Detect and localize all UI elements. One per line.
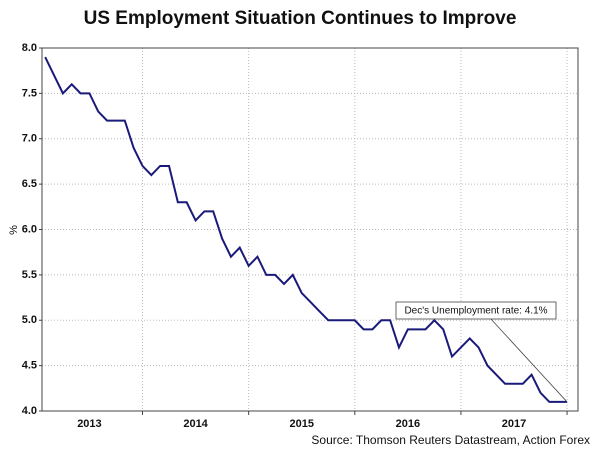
y-axis-label: % (8, 225, 20, 235)
x-tick-label: 2013 (77, 418, 101, 430)
x-tick-label: 2015 (289, 418, 313, 430)
x-tick-label: 2014 (183, 418, 208, 430)
data-line (44, 56, 568, 403)
y-tick-label: 4.5 (22, 360, 37, 372)
y-tick-label: 4.0 (22, 405, 37, 417)
y-tick-label: 6.0 (22, 223, 37, 235)
annotation-box (395, 301, 557, 320)
y-tick-label: 7.5 (22, 87, 37, 99)
annotation-text: Dec's Unemployment rate: 4.1% (404, 306, 547, 317)
annotation-pointer (489, 317, 568, 403)
x-tick-label: 2016 (396, 418, 420, 430)
y-tick-label: 8.0 (22, 42, 37, 54)
chart-title: US Employment Situation Continues to Imp… (84, 8, 517, 29)
y-tick-label: 6.5 (22, 178, 37, 190)
y-tick-label: 5.0 (22, 314, 37, 326)
source: Source: Thomson Reuters Datastream, Acti… (311, 433, 590, 447)
y-tick-label: 7.0 (22, 133, 37, 145)
y-tick-label: 5.5 (22, 269, 37, 281)
plot-frame (41, 47, 579, 412)
x-tick-label: 2017 (502, 418, 526, 430)
